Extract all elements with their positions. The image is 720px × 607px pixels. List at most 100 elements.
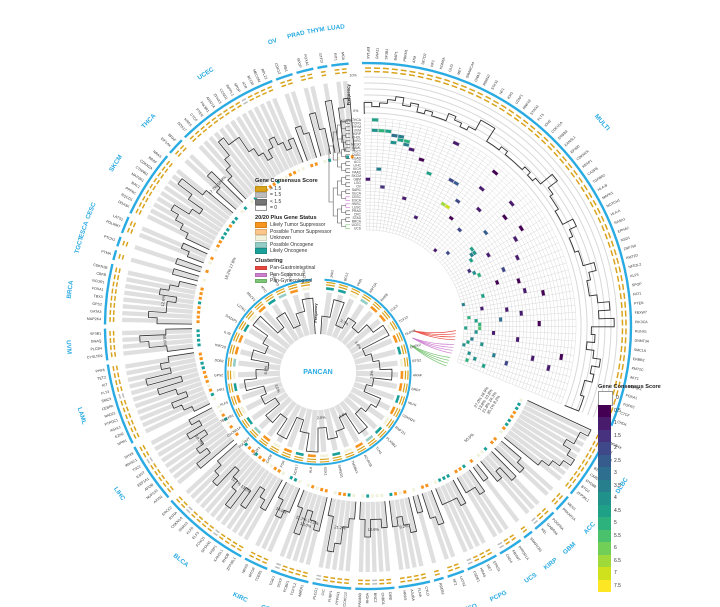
heatmap-cell [491,352,496,358]
percent-note: 9.2% [399,523,409,530]
gene-track [444,482,480,548]
status-dash [382,416,390,425]
score-dash [251,429,259,437]
gene-track [161,420,222,463]
gene-label: PBRM1 [403,49,409,62]
status-dash [243,324,250,333]
gene-label: APOB [144,482,155,492]
status-dash [398,383,403,392]
heatmap-cell [481,363,486,369]
heatmap-row-label: PRAD [352,209,362,213]
gene-label: CTCF [189,113,199,124]
heatmap-cell [514,254,520,261]
heatmap-cell [518,225,524,232]
status-dash [512,410,517,415]
gene-track [122,338,193,349]
percent-note: 21.2% [334,524,346,531]
score-dash [113,373,117,379]
frequency-histogram [363,96,615,412]
status-dash [476,453,481,458]
score-dash [224,540,230,545]
percent-note: 18.2% 17.8% [223,256,237,280]
gene-label: RPL22 [260,68,268,80]
gene-track [389,500,404,570]
status-dash [337,289,347,294]
gene-track [156,196,219,237]
score-legend-label: < 1.5 [270,198,282,205]
score-dash [601,225,605,232]
percent-note-line: 9.2% [399,523,409,530]
gene-label: RBM10 [482,74,491,86]
sector-arc [447,569,465,578]
score-dash [300,75,306,78]
gene-label: GTF2I [318,53,324,64]
score-dash [580,186,585,193]
score-dash [584,460,589,466]
heatmap-grid-arc [364,128,566,401]
gene-track [349,327,388,355]
gene-track [130,372,200,396]
score-dash [513,116,520,122]
dendrogram [328,119,456,367]
heatmap-grid-line [459,262,567,298]
score-dash [139,446,143,452]
heatmap-grid-arc [365,173,521,383]
status-dash [288,172,293,177]
score-dash [591,448,596,454]
heatmap-grid-arc [365,187,507,378]
heatmap-cell [466,340,470,344]
status-dash [398,491,402,495]
score-dash [391,71,398,74]
score-dash [544,510,549,515]
heatmap-cell [502,214,508,221]
score-dash [583,184,588,191]
heatmap-cell [480,342,484,347]
score-dash [229,344,233,354]
status-dash [332,451,341,457]
gene-track [370,501,377,572]
status-dash [210,392,215,397]
gene-track [258,396,293,430]
score-dash [307,458,317,461]
heatmap-row-label: UCEC [352,223,362,227]
score-dash [180,503,186,509]
heatmap-grid-line [461,276,571,304]
score-dash [435,76,442,80]
heatmap-grid-line [416,147,475,244]
pancan-percent: 2.4% [338,411,348,419]
score-dash [225,111,230,116]
gene-track [435,486,468,553]
colorbar-row: 7.5 [598,579,661,592]
gene-label: CACNA1A [226,425,242,438]
gene-label: FLNA [417,588,423,598]
score-dash [122,240,126,246]
sector-bars-outline [206,171,244,210]
status-dash [320,454,329,458]
status-dash [208,260,213,265]
score-dash [138,210,142,215]
gene-label: HRAS [402,590,407,601]
score-dash [403,357,406,367]
heatmap-grid-arc [365,177,517,382]
gene-label: SMARCA4 [465,61,475,78]
sector-name-label: UCS [523,572,538,585]
percent-note: 10.2% [194,434,205,447]
score-dash [332,455,342,459]
colorbar-swatch [598,442,611,455]
gene-label: ARAF [413,373,422,377]
score-dash [460,84,467,89]
score-dash [493,99,499,105]
status-dash [212,396,217,401]
heatmap-cell [385,129,392,134]
gene-track [358,501,366,572]
score-dash [201,523,207,528]
heatmap-row-label: CHOL [352,135,361,139]
score-dash [282,565,288,569]
percent-note: 11.7% 10.2%13.0% [294,514,320,531]
score-dash [130,228,134,234]
score-dash [344,451,354,456]
pancan-label: PANCAN [303,369,332,376]
gene-track [523,404,588,442]
